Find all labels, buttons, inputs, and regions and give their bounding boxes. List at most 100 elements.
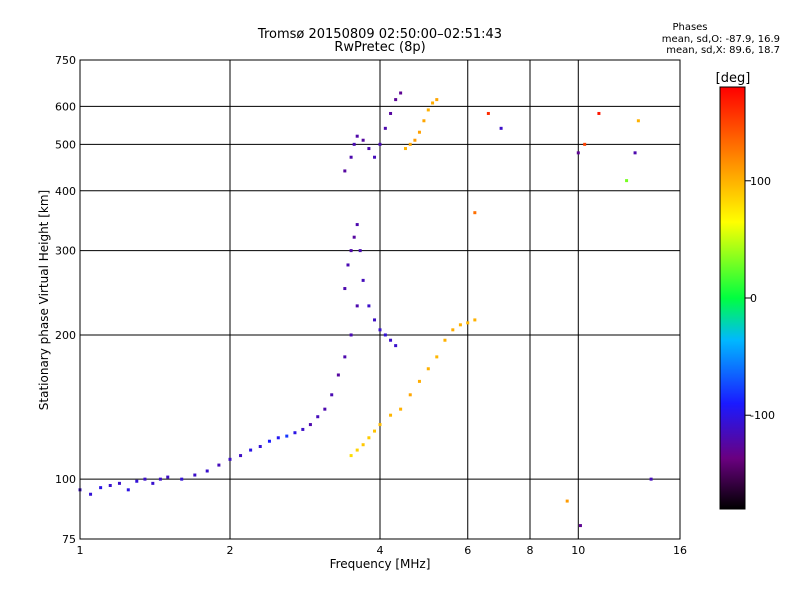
data-point <box>358 249 362 253</box>
data-point <box>267 439 271 443</box>
data-point <box>378 328 382 332</box>
data-point <box>578 524 582 528</box>
data-point <box>276 436 280 440</box>
data-point <box>249 448 253 452</box>
data-point <box>443 338 447 342</box>
data-point <box>451 328 455 332</box>
colorbar-tick-label: 0 <box>750 292 757 305</box>
y-axis-ticks: 75 100 200 300 400 500 600 750 <box>55 54 76 546</box>
data-point <box>383 333 387 337</box>
data-point <box>389 111 393 115</box>
data-point <box>399 91 403 95</box>
x-axis-ticks: 1 2 4 6 8 10 16 <box>77 544 688 557</box>
y-tick-label: 75 <box>62 533 76 546</box>
x-axis-label: Frequency [MHz] <box>330 557 431 571</box>
y-tick-label: 300 <box>55 245 76 258</box>
data-point <box>217 463 221 467</box>
data-point <box>583 142 587 146</box>
data-point <box>435 98 439 102</box>
x-tick-label: 10 <box>571 544 585 557</box>
x-tick-label: 1 <box>77 544 84 557</box>
data-point <box>285 434 289 438</box>
x-tick-label: 4 <box>377 544 384 557</box>
colorbar-tick-label: 100 <box>750 175 771 188</box>
data-point <box>349 249 353 253</box>
data-point <box>378 142 382 146</box>
data-point <box>143 477 147 481</box>
data-point <box>355 448 359 452</box>
data-point <box>349 155 353 159</box>
colorbar-ticks: 100 0 -100 <box>745 175 775 422</box>
data-point <box>301 427 305 431</box>
data-point <box>258 444 262 448</box>
data-point <box>473 211 477 215</box>
data-point <box>565 499 569 503</box>
chart-title: Tromsø 20150809 02:50:00–02:51:43 <box>257 27 503 42</box>
data-point <box>408 142 412 146</box>
data-point <box>576 151 580 155</box>
data-point <box>426 108 430 112</box>
data-point <box>367 304 371 308</box>
data-point <box>361 138 365 142</box>
data-point <box>422 119 426 123</box>
plot-frame <box>79 59 681 540</box>
data-point <box>193 473 197 477</box>
y-tick-label: 200 <box>55 329 76 342</box>
y-axis-label: Stationary phase Virtual Height [km] <box>37 190 51 410</box>
y-tick-label: 600 <box>55 100 76 113</box>
data-point <box>99 486 103 490</box>
phase-mean-o: mean, sd,O: -87.9, 16.9 <box>661 34 780 45</box>
data-point <box>135 479 139 483</box>
data-point <box>378 423 382 427</box>
data-point <box>486 111 490 115</box>
colorbar <box>719 86 746 510</box>
data-point <box>597 111 601 115</box>
y-tick-label: 750 <box>55 54 76 67</box>
data-point <box>394 344 398 348</box>
data-point <box>343 169 347 173</box>
data-point <box>413 138 417 142</box>
data-point <box>399 407 403 411</box>
data-point <box>466 321 470 325</box>
data-point <box>205 469 209 473</box>
data-point <box>228 457 232 461</box>
y-tick-label: 100 <box>55 473 76 486</box>
data-point <box>158 477 162 481</box>
data-point <box>417 379 421 383</box>
data-point <box>355 134 359 138</box>
chart-subtitle: RwPretec (8p) <box>334 40 426 55</box>
data-point <box>383 126 387 130</box>
data-point <box>316 415 320 419</box>
data-point <box>293 431 297 435</box>
data-point <box>166 475 170 479</box>
data-point <box>361 278 365 282</box>
phase-mean-x: mean, sd,X: 89.6, 18.7 <box>666 45 780 56</box>
data-point <box>625 179 629 183</box>
data-point <box>346 263 350 267</box>
data-point <box>117 481 121 485</box>
x-tick-label: 8 <box>527 544 534 557</box>
phase-title: Phases <box>672 22 708 33</box>
colorbar-label: [deg] <box>716 71 751 86</box>
data-point <box>323 407 327 411</box>
data-point <box>352 235 356 239</box>
data-point <box>367 147 371 151</box>
data-point <box>349 333 353 337</box>
data-point <box>126 488 130 492</box>
data-point <box>373 155 377 159</box>
data-point <box>499 126 503 130</box>
data-point <box>151 481 155 485</box>
data-point <box>330 393 334 397</box>
grid-lines <box>79 59 681 540</box>
data-point <box>473 318 477 322</box>
data-point <box>361 443 365 447</box>
data-point <box>389 338 393 342</box>
y-tick-label: 400 <box>55 185 76 198</box>
data-point <box>373 429 377 433</box>
data-point <box>355 304 359 308</box>
data-point <box>458 323 462 327</box>
data-points <box>78 91 653 528</box>
data-point <box>180 477 184 481</box>
data-point <box>649 477 653 481</box>
x-tick-label: 6 <box>464 544 471 557</box>
